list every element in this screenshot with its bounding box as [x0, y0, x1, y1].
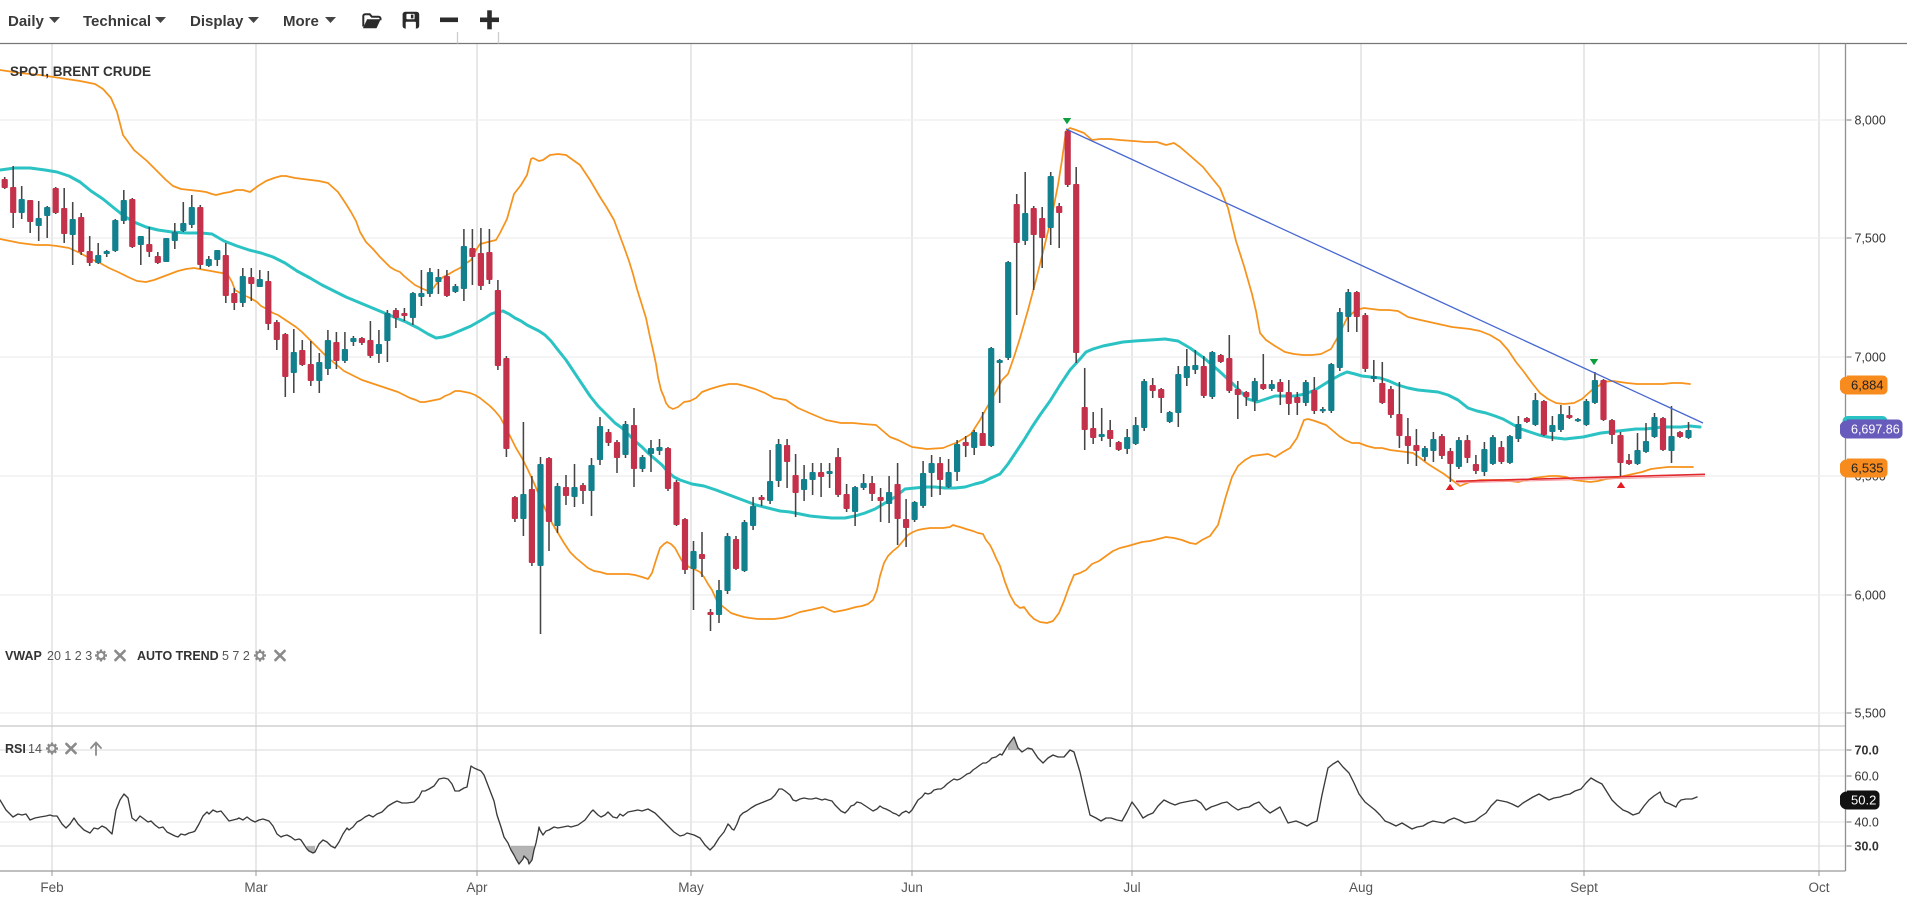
- svg-text:40.0: 40.0: [1855, 816, 1879, 830]
- svg-text:20 1 2 3: 20 1 2 3: [47, 649, 92, 663]
- svg-text:6,697.86: 6,697.86: [1851, 423, 1900, 437]
- svg-text:VWAP: VWAP: [5, 649, 42, 663]
- svg-text:7,500: 7,500: [1855, 232, 1886, 246]
- svg-text:8,000: 8,000: [1855, 114, 1886, 128]
- svg-text:Apr: Apr: [466, 880, 488, 895]
- svg-text:50.2: 50.2: [1851, 793, 1876, 808]
- svg-text:SPOT, BRENT CRUDE: SPOT, BRENT CRUDE: [10, 64, 151, 79]
- svg-text:Feb: Feb: [40, 880, 63, 895]
- svg-text:7,000: 7,000: [1855, 351, 1886, 365]
- svg-text:More: More: [283, 13, 319, 30]
- svg-text:5 7 2: 5 7 2: [222, 649, 250, 663]
- svg-text:14: 14: [28, 742, 42, 756]
- svg-text:AUTO TREND: AUTO TREND: [137, 649, 219, 663]
- svg-text:Aug: Aug: [1349, 880, 1373, 895]
- svg-text:May: May: [678, 880, 704, 895]
- svg-text:Oct: Oct: [1808, 880, 1829, 895]
- svg-text:Jun: Jun: [901, 880, 923, 895]
- svg-text:Sept: Sept: [1570, 880, 1598, 895]
- svg-text:Jul: Jul: [1123, 880, 1140, 895]
- svg-text:70.0: 70.0: [1855, 744, 1879, 758]
- svg-text:60.0: 60.0: [1855, 770, 1879, 784]
- svg-text:6,884: 6,884: [1851, 378, 1884, 393]
- svg-text:6,535: 6,535: [1851, 461, 1884, 476]
- svg-text:Technical: Technical: [83, 13, 151, 30]
- svg-text:Display: Display: [190, 13, 244, 30]
- svg-text:RSI: RSI: [5, 742, 26, 756]
- svg-text:30.0: 30.0: [1855, 840, 1879, 854]
- svg-text:6,000: 6,000: [1855, 589, 1886, 603]
- svg-text:Mar: Mar: [244, 880, 268, 895]
- svg-text:5,500: 5,500: [1855, 707, 1886, 721]
- svg-text:Daily: Daily: [8, 13, 45, 30]
